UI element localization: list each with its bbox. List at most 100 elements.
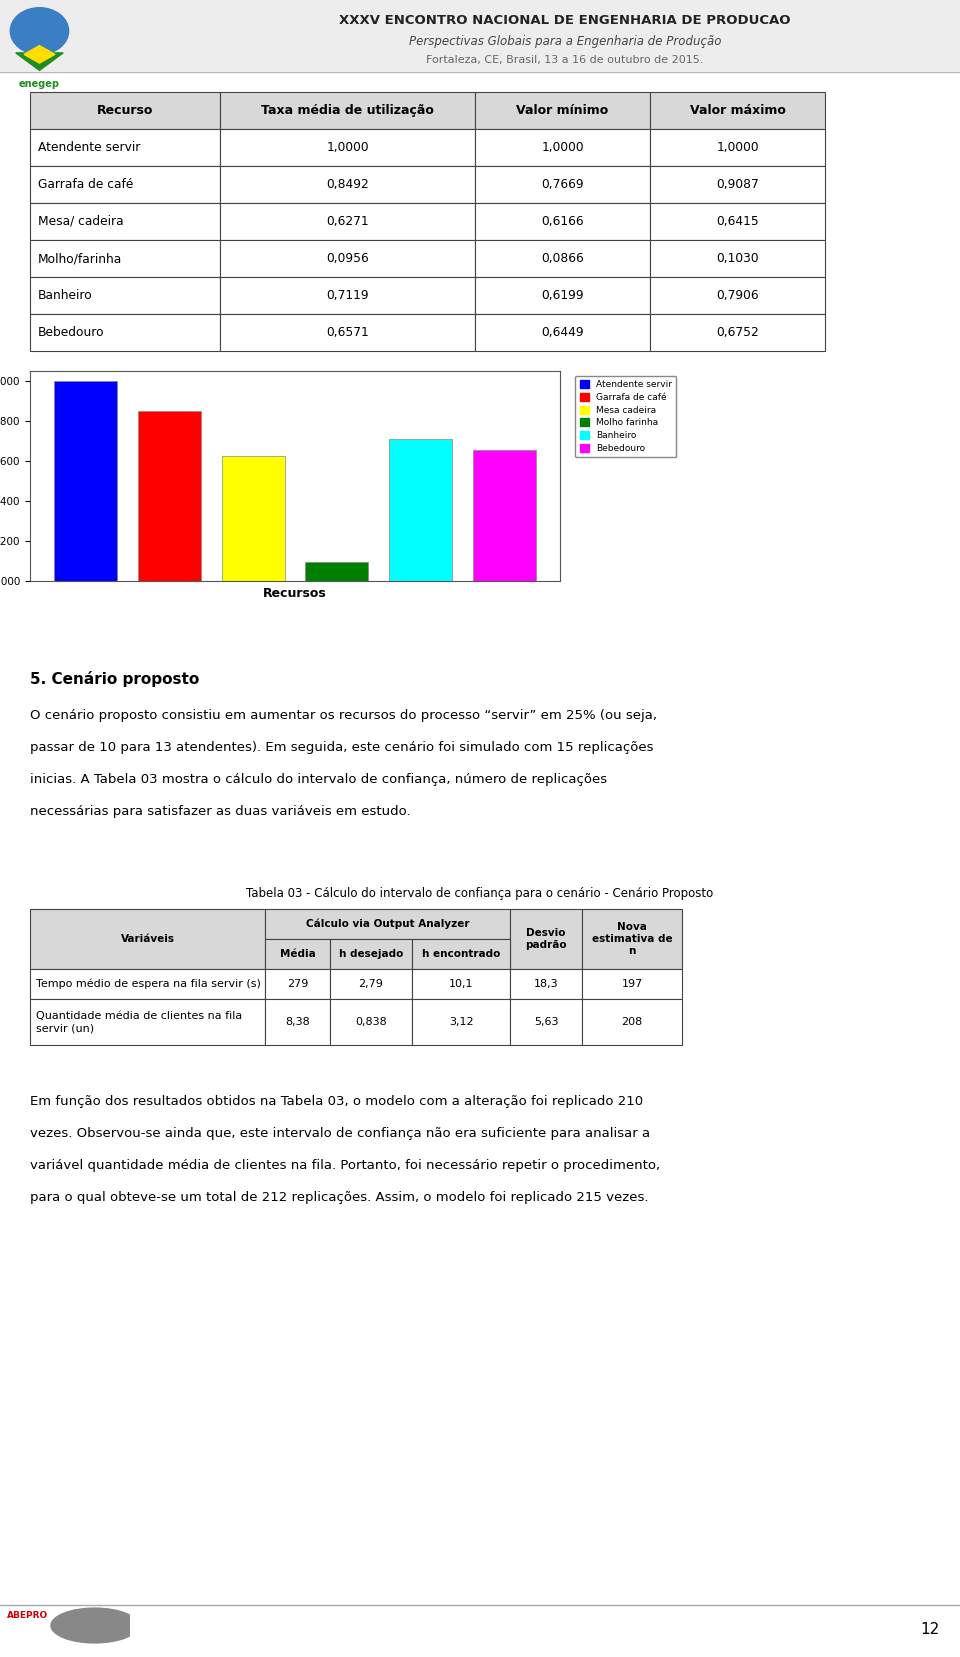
X-axis label: Recursos: Recursos xyxy=(263,587,326,600)
Bar xyxy=(30,129,220,166)
Text: inicias. A Tabela 03 mostra o cálculo do intervalo de confiança, número de repli: inicias. A Tabela 03 mostra o cálculo do… xyxy=(30,774,607,785)
Bar xyxy=(510,969,582,999)
Text: Molho/farinha: Molho/farinha xyxy=(38,252,122,265)
Bar xyxy=(650,93,825,129)
Bar xyxy=(220,313,475,351)
Circle shape xyxy=(51,1607,138,1644)
Text: 0,6415: 0,6415 xyxy=(716,215,758,229)
Bar xyxy=(650,166,825,204)
Bar xyxy=(30,93,220,129)
Bar xyxy=(650,129,825,166)
Text: 0,0956: 0,0956 xyxy=(326,252,369,265)
Text: Garrafa de café: Garrafa de café xyxy=(38,177,133,191)
Text: 0,1030: 0,1030 xyxy=(716,252,758,265)
Text: Nova
estimativa de
n: Nova estimativa de n xyxy=(591,921,672,956)
Bar xyxy=(473,449,536,582)
Text: 197: 197 xyxy=(621,979,642,989)
Text: O cenário proposto consistiu em aumentar os recursos do processo “servir” em 25%: O cenário proposto consistiu em aumentar… xyxy=(30,709,657,722)
Bar xyxy=(412,999,510,1046)
Bar xyxy=(650,204,825,240)
Bar xyxy=(220,129,475,166)
Text: 0,7119: 0,7119 xyxy=(326,288,369,302)
Text: Média: Média xyxy=(279,949,316,959)
Text: Bebedouro: Bebedouro xyxy=(38,326,105,340)
Polygon shape xyxy=(24,46,55,63)
Bar xyxy=(510,910,582,969)
Bar xyxy=(220,93,475,129)
Text: Perspectivas Globais para a Engenharia de Produção: Perspectivas Globais para a Engenharia d… xyxy=(409,35,721,48)
Bar xyxy=(475,277,650,313)
Text: 0,6199: 0,6199 xyxy=(541,288,584,302)
Bar xyxy=(265,999,330,1046)
Text: 0,838: 0,838 xyxy=(355,1017,387,1027)
Text: 3,12: 3,12 xyxy=(448,1017,473,1027)
Text: Mesa/ cadeira: Mesa/ cadeira xyxy=(38,215,124,229)
Bar xyxy=(305,562,369,582)
Text: XXXV ENCONTRO NACIONAL DE ENGENHARIA DE PRODUCAO: XXXV ENCONTRO NACIONAL DE ENGENHARIA DE … xyxy=(339,13,791,27)
Text: 0,0866: 0,0866 xyxy=(541,252,584,265)
Text: h desejado: h desejado xyxy=(339,949,403,959)
Bar xyxy=(330,969,412,999)
Bar xyxy=(475,313,650,351)
Text: 0,6449: 0,6449 xyxy=(541,326,584,340)
Text: Taxa média de utilização: Taxa média de utilização xyxy=(261,104,434,118)
Bar xyxy=(0,0,960,71)
Text: variável quantidade média de clientes na fila. Portanto, foi necessário repetir : variável quantidade média de clientes na… xyxy=(30,1158,660,1171)
Text: 0,6752: 0,6752 xyxy=(716,326,758,340)
Bar xyxy=(650,277,825,313)
Text: Cálculo via Output Analyzer: Cálculo via Output Analyzer xyxy=(305,918,469,930)
Text: Recurso: Recurso xyxy=(97,104,154,118)
Bar xyxy=(30,999,265,1046)
Text: 18,3: 18,3 xyxy=(534,979,559,989)
Text: 10,1: 10,1 xyxy=(448,979,473,989)
Text: Em função dos resultados obtidos na Tabela 03, o modelo com a alteração foi repl: Em função dos resultados obtidos na Tabe… xyxy=(30,1095,643,1109)
Text: 1,0000: 1,0000 xyxy=(326,141,369,154)
Bar xyxy=(220,240,475,277)
Text: necessárias para satisfazer as duas variáveis em estudo.: necessárias para satisfazer as duas vari… xyxy=(30,805,411,819)
Text: vezes. Observou-se ainda que, este intervalo de confiança não era suficiente par: vezes. Observou-se ainda que, este inter… xyxy=(30,1127,650,1140)
Text: Valor máximo: Valor máximo xyxy=(689,104,785,118)
Bar xyxy=(475,204,650,240)
Bar xyxy=(475,240,650,277)
Circle shape xyxy=(11,8,69,55)
Bar xyxy=(650,240,825,277)
Bar xyxy=(650,313,825,351)
Text: Tempo médio de espera na fila servir (s): Tempo médio de espera na fila servir (s) xyxy=(36,979,261,989)
Text: Variáveis: Variáveis xyxy=(121,935,175,944)
Text: 208: 208 xyxy=(621,1017,642,1027)
Bar xyxy=(475,129,650,166)
Text: Quantidade média de clientes na fila
servir (un): Quantidade média de clientes na fila ser… xyxy=(36,1011,242,1034)
Text: 8,38: 8,38 xyxy=(285,1017,310,1027)
Text: Tabela 03 - Cálculo do intervalo de confiança para o cenário - Cenário Proposto: Tabela 03 - Cálculo do intervalo de conf… xyxy=(247,886,713,900)
Bar xyxy=(582,999,682,1046)
Bar xyxy=(330,999,412,1046)
Text: Valor mínimo: Valor mínimo xyxy=(516,104,609,118)
Bar xyxy=(220,204,475,240)
Text: 0,9087: 0,9087 xyxy=(716,177,758,191)
Text: 0,6271: 0,6271 xyxy=(326,215,369,229)
Bar xyxy=(30,277,220,313)
Text: 5. Cenário proposto: 5. Cenário proposto xyxy=(30,671,200,688)
Text: para o qual obteve-se um total de 212 replicações. Assim, o modelo foi replicado: para o qual obteve-se um total de 212 re… xyxy=(30,1191,649,1205)
Bar xyxy=(220,166,475,204)
Bar xyxy=(265,969,330,999)
Bar xyxy=(30,240,220,277)
Bar xyxy=(510,999,582,1046)
Bar xyxy=(582,910,682,969)
Bar xyxy=(220,277,475,313)
Text: 0,6571: 0,6571 xyxy=(326,326,369,340)
Text: 279: 279 xyxy=(287,979,308,989)
Bar xyxy=(138,411,201,582)
Legend: Atendente servir, Garrafa de café, Mesa cadeira, Molho farinha, Banheiro, Bebedo: Atendente servir, Garrafa de café, Mesa … xyxy=(575,376,677,457)
Text: 5,63: 5,63 xyxy=(534,1017,559,1027)
Text: Fortaleza, CE, Brasil, 13 a 16 de outubro de 2015.: Fortaleza, CE, Brasil, 13 a 16 de outubr… xyxy=(426,55,704,65)
Text: 1,0000: 1,0000 xyxy=(541,141,584,154)
Bar xyxy=(265,940,330,969)
Text: Atendente servir: Atendente servir xyxy=(38,141,140,154)
Bar xyxy=(412,969,510,999)
Text: 0,8492: 0,8492 xyxy=(326,177,369,191)
Bar xyxy=(30,204,220,240)
Text: 0,6166: 0,6166 xyxy=(541,215,584,229)
Bar xyxy=(412,940,510,969)
Bar xyxy=(582,969,682,999)
